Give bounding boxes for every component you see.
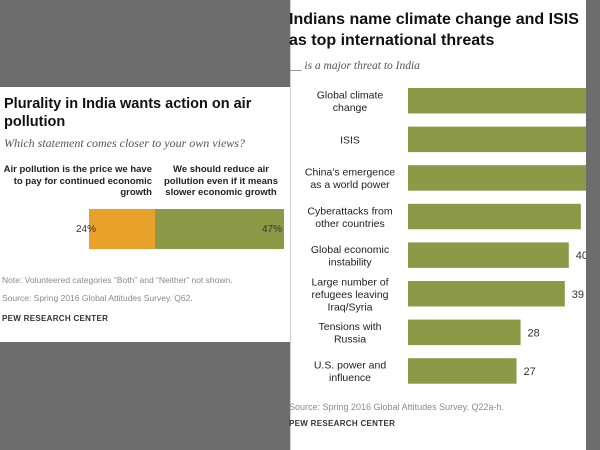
category-label-0: Global climate change [317,90,384,115]
value-label-5: 39 [572,289,584,301]
gray-block-bottom-left [0,342,290,450]
category-label-5: Large number of refugees leaving Iraq/Syri… [311,276,388,313]
category-label-3: Cyberattacks from other countries [307,205,392,230]
left-chart-source: Source: Spring 2016 Global Attitudes Sur… [2,293,193,303]
statement-reduce-pollution: We should reduce air pollution even if i… [163,164,278,198]
left-chart-credit: PEW RESEARCH CENTER [2,314,109,323]
threats-bar-chart: 53%Global climatechange52ISIS45China's e… [305,88,586,385]
right-chart-source: Source: Spring 2016 Global Attitudes Sur… [289,402,504,412]
category-label-7: U.S. power and influence [314,360,387,385]
category-label-6: Tensions with Russia [318,321,381,346]
left-chart-subtitle: Which statement comes closer to your own… [4,136,245,150]
right-chart-credit: PEW RESEARCH CENTER [289,419,396,428]
statement-price-of-growth: Air pollution is the price we have to pa… [3,164,152,198]
left-chart-note: Note: Volunteered categories “Both” and … [2,275,233,285]
left-chart-title: Plurality in India wants action on air p… [4,96,252,130]
gray-block-top-left [0,0,290,87]
category-label-2: China's emergence as a world power [305,167,395,192]
bar-reduce-pollution [155,209,285,249]
value-label-price-of-growth: 24% [75,224,96,235]
value-label-4: 40 [576,250,586,262]
category-label-1: ISIS [340,134,360,146]
bar-1 [408,126,586,153]
value-label-reduce-pollution: 47% [262,224,283,235]
category-label-4: Global economic instability [311,244,389,269]
bar-4 [408,242,569,268]
bar-0 [408,88,586,114]
value-label-7: 27 [524,366,536,378]
value-label-6: 28 [528,327,540,339]
right-chart-subtitle: __ is a major threat to India [290,60,420,72]
panel-divider [290,0,291,450]
left-chart-panel: Plurality in India wants action on air p… [0,87,290,342]
gray-strip-right [586,0,600,450]
bar-7 [408,358,517,384]
bar-price-of-growth [89,209,155,249]
bar-5 [408,281,565,307]
bar-3 [408,203,581,230]
bar-2 [408,165,586,191]
right-chart-title: Indians name climate change and ISIS as … [289,11,579,49]
bar-6 [408,319,521,346]
